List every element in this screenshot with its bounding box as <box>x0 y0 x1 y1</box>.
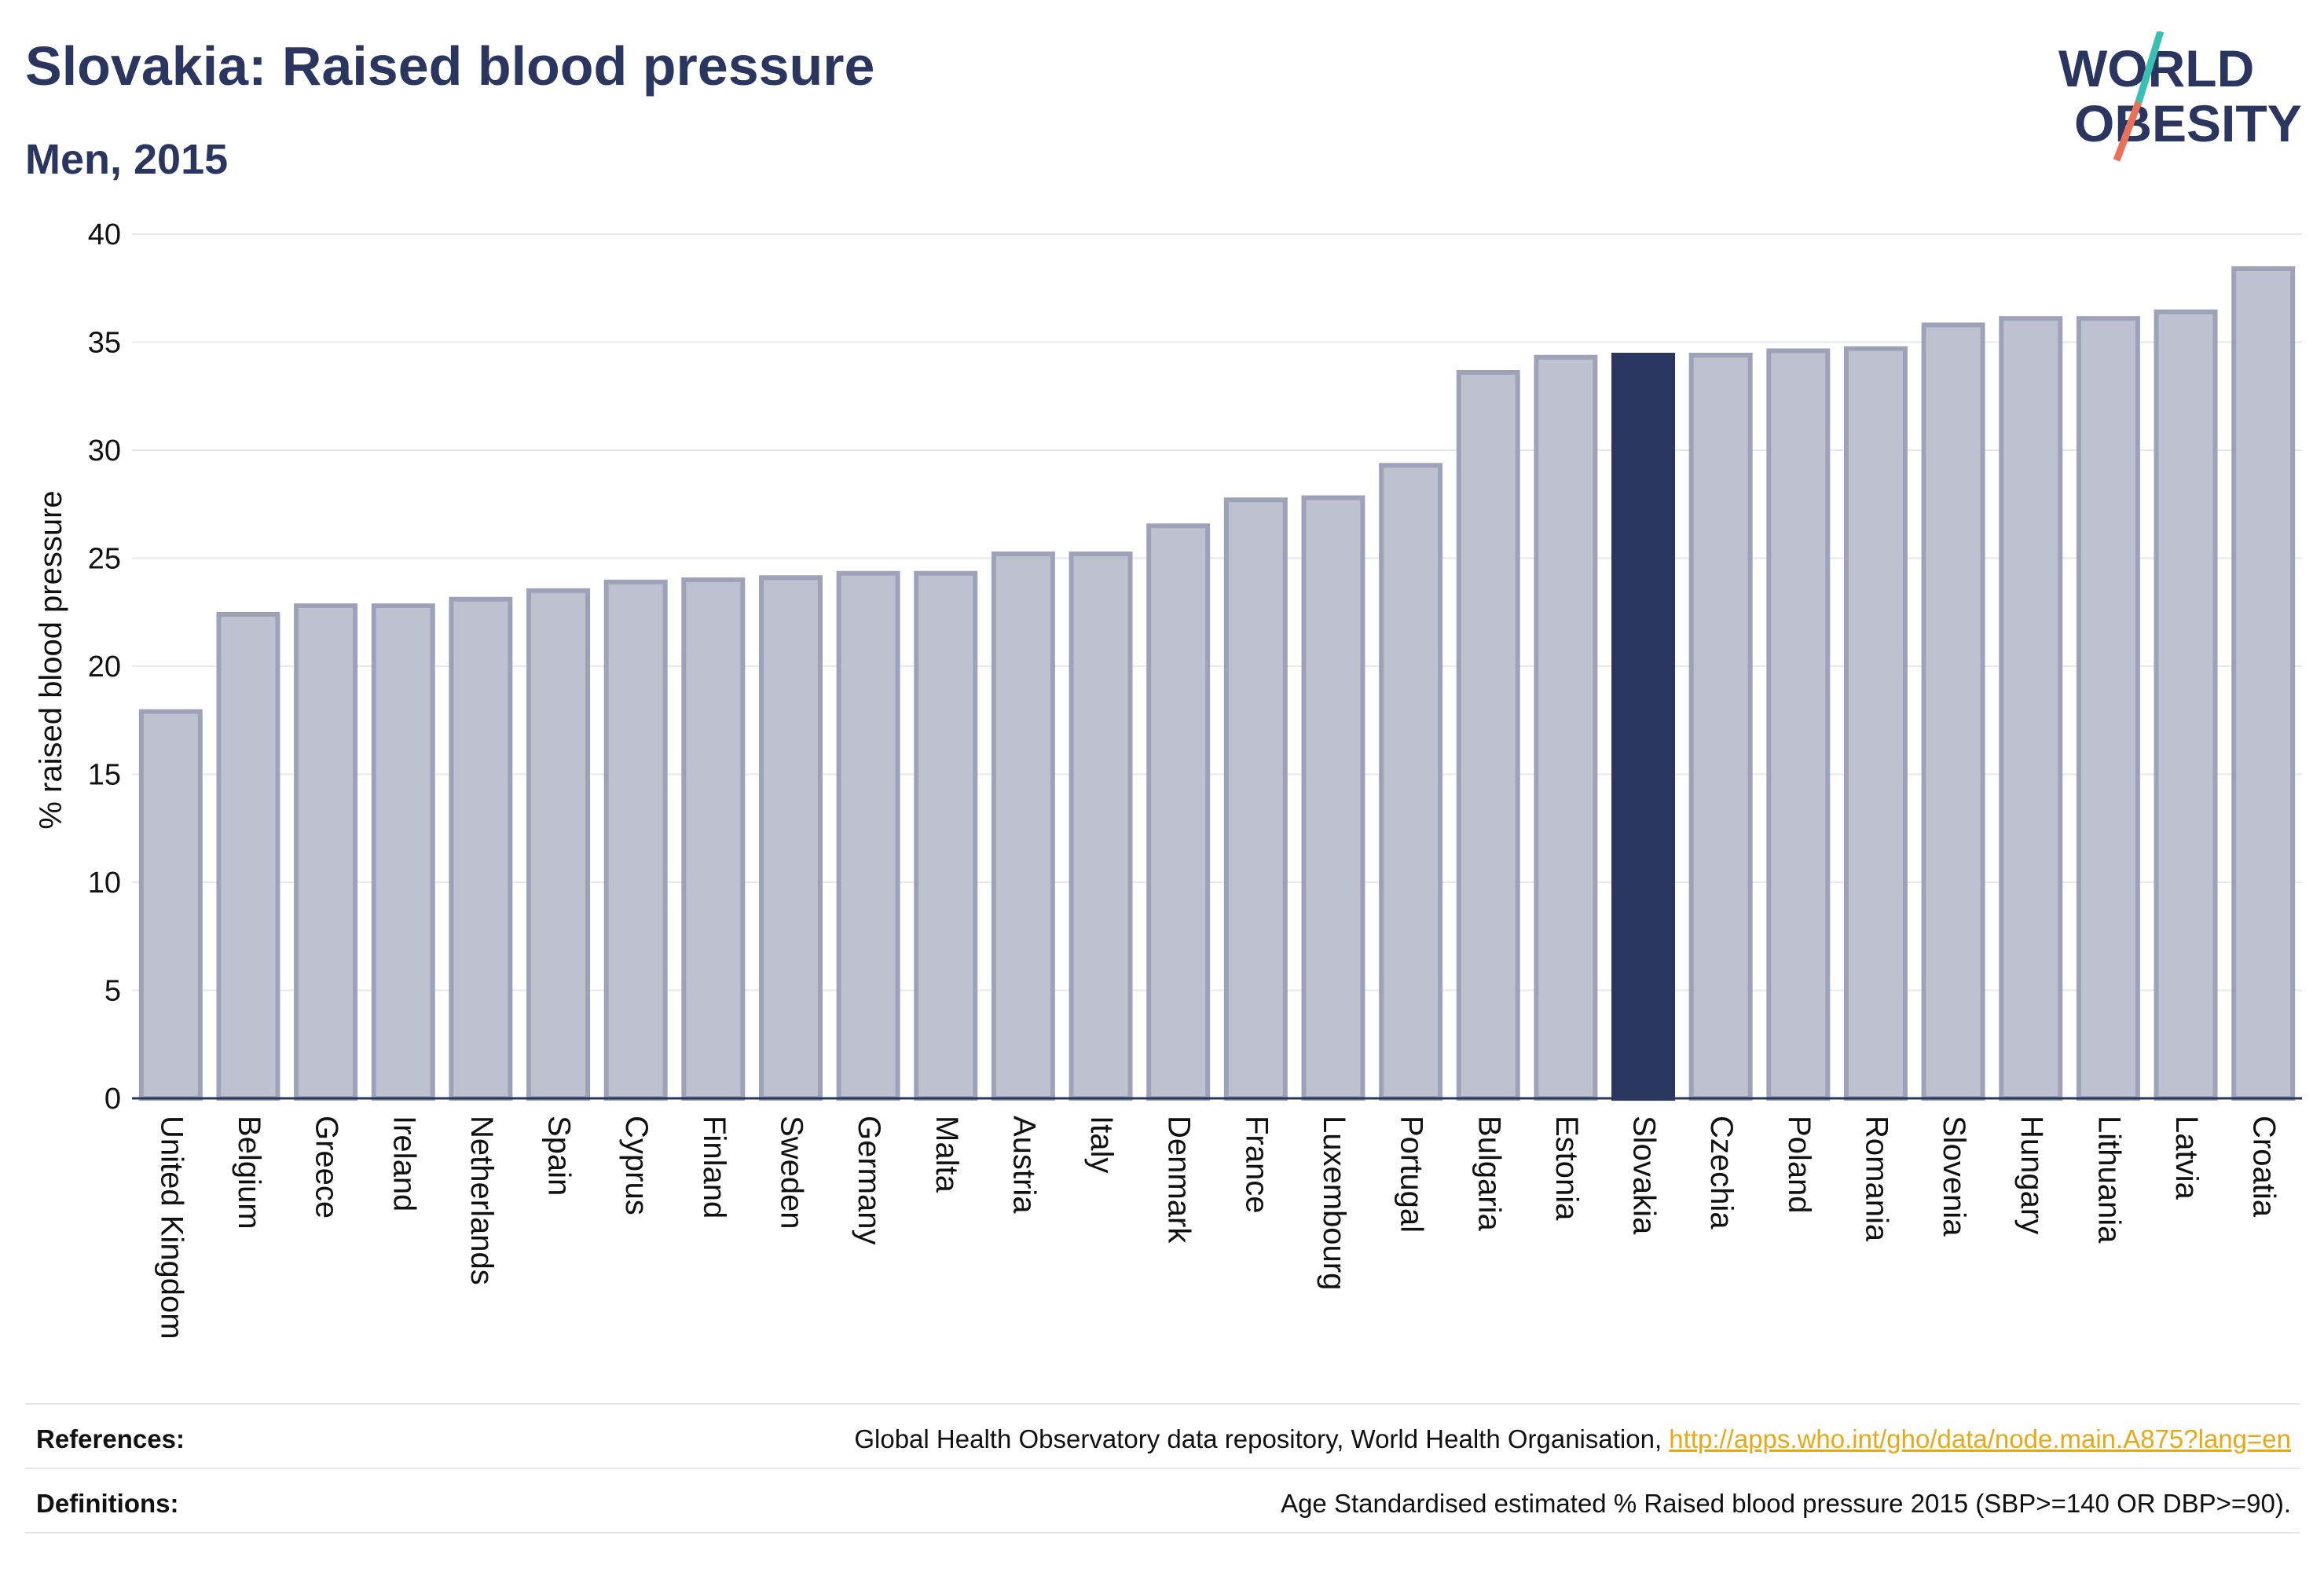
bar-lithuania <box>2076 316 2140 1101</box>
x-tick-label: Hungary <box>2014 1116 2049 1234</box>
bar-ireland <box>371 603 435 1101</box>
bar-belgium <box>216 612 280 1101</box>
references-label: References: <box>36 1424 185 1453</box>
y-tick-label: 0 <box>104 1083 121 1116</box>
world-obesity-logo: WORLD OBESITY <box>2058 31 2302 162</box>
x-tick-label: Lithuania <box>2091 1116 2126 1244</box>
bar-portugal <box>1379 463 1443 1101</box>
x-tick-label: Denmark <box>1162 1116 1197 1244</box>
bar-cyprus <box>603 579 668 1101</box>
bar-bulgaria <box>1456 370 1520 1101</box>
bar-poland <box>1766 348 1831 1101</box>
x-tick-label: Ireland <box>387 1116 421 1211</box>
x-tick-label: Slovenia <box>1937 1116 1971 1237</box>
x-tick-label: Portugal <box>1395 1116 1429 1233</box>
bar-latvia <box>2154 310 2218 1101</box>
x-tick-label: France <box>1239 1116 1274 1214</box>
y-tick-label: 35 <box>88 327 121 360</box>
y-tick-label: 15 <box>88 759 121 792</box>
bar-chart: 0 5 10 15 20 25 30 35 40 United Kingdom Belgium Gre… <box>34 218 2302 1340</box>
footer-divider-top <box>25 1403 2300 1405</box>
bar-united-kingdom <box>138 709 203 1101</box>
y-tick-label: 40 <box>88 218 121 251</box>
bar-spain <box>526 588 591 1101</box>
x-tick-label: Belgium <box>232 1116 266 1230</box>
logo-slash-coral <box>2113 101 2143 162</box>
y-tick-label: 10 <box>88 867 121 900</box>
references-source: Global Health Observatory data repositor… <box>854 1424 1670 1453</box>
x-tick-label: United Kingdom <box>154 1116 189 1340</box>
x-tick-label: Bulgaria <box>1472 1116 1506 1232</box>
chart-subtitle: Men, 2015 <box>25 136 229 183</box>
bar-layer <box>138 266 2296 1101</box>
x-tick-label: Sweden <box>774 1116 808 1230</box>
y-tick-label: 5 <box>104 975 121 1008</box>
axis-layer: 0 5 10 15 20 25 30 35 40 United Kingdom Belgium Gre… <box>88 218 2302 1340</box>
chart-title: Slovakia: Raised blood pressure <box>25 35 875 97</box>
x-tick-label: Poland <box>1782 1116 1816 1214</box>
x-tick-label: Spain <box>542 1116 577 1196</box>
footer-divider-bottom <box>25 1532 2300 1534</box>
bar-slovenia <box>1921 322 1985 1101</box>
bar-slovakia <box>1611 353 1676 1101</box>
x-tick-label: Malta <box>929 1116 964 1193</box>
x-tick-label: Greece <box>310 1116 344 1219</box>
bar-netherlands <box>449 596 513 1101</box>
bar-luxembourg <box>1301 495 1365 1101</box>
definitions-label: Definitions: <box>36 1489 179 1518</box>
x-tick-label: Slovakia <box>1627 1116 1662 1235</box>
x-tick-label: Romania <box>1859 1116 1893 1242</box>
x-tick-label: Luxembourg <box>1317 1116 1351 1290</box>
bar-denmark <box>1146 523 1211 1101</box>
x-tick-label: Croatia <box>2247 1116 2282 1218</box>
references-text: Global Health Observatory data repositor… <box>854 1424 2291 1454</box>
bar-sweden <box>758 575 823 1101</box>
y-tick-label: 20 <box>88 651 121 684</box>
definitions-text: Age Standardised estimated % Raised bloo… <box>1281 1489 2291 1518</box>
x-tick-label: Netherlands <box>464 1116 499 1285</box>
bar-greece <box>294 603 358 1101</box>
logo-line2: OBESITY <box>2074 94 2302 152</box>
bar-hungary <box>1999 316 2063 1101</box>
y-tick-label: 25 <box>88 543 121 576</box>
x-tick-label: Germany <box>852 1116 886 1245</box>
x-tick-label: Austria <box>1006 1116 1041 1214</box>
footer-divider-mid <box>25 1468 2300 1469</box>
logo-slash-teal <box>2135 31 2165 104</box>
bar-italy <box>1069 552 1133 1101</box>
bar-malta <box>914 570 978 1101</box>
bar-france <box>1223 497 1288 1101</box>
bar-austria <box>991 552 1055 1101</box>
x-tick-label: Finland <box>697 1116 731 1219</box>
x-tick-label: Latvia <box>2169 1116 2204 1200</box>
x-tick-label: Cyprus <box>619 1116 654 1215</box>
references-link[interactable]: http://apps.who.int/gho/data/node.main.A… <box>1669 1424 2291 1453</box>
y-axis-label: % raised blood pressure <box>34 490 68 829</box>
x-tick-label: Czechia <box>1704 1116 1739 1230</box>
bar-finland <box>681 577 746 1101</box>
bar-germany <box>836 570 900 1101</box>
bar-romania <box>1843 346 1908 1101</box>
bar-estonia <box>1534 354 1598 1101</box>
bar-czechia <box>1688 353 1753 1101</box>
bar-croatia <box>2231 266 2296 1101</box>
x-tick-label: Estonia <box>1549 1116 1584 1221</box>
x-tick-label: Italy <box>1084 1116 1119 1173</box>
y-tick-label: 30 <box>88 434 121 467</box>
